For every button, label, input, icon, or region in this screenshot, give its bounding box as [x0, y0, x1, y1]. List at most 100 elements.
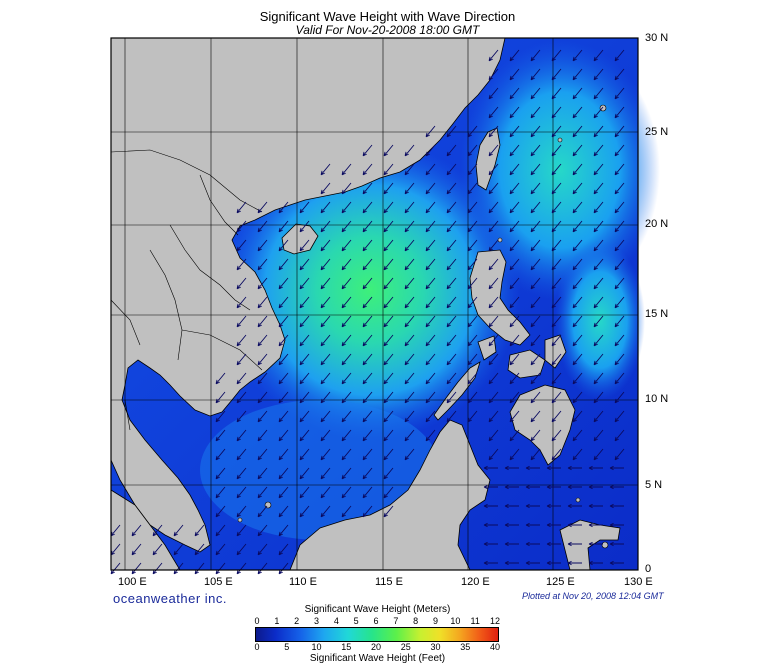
- wave-arrow: [404, 296, 415, 309]
- wave-arrow: [341, 163, 352, 176]
- wave-arrow: [525, 465, 540, 471]
- land-palawan: [433, 361, 481, 421]
- wave-arrow: [446, 239, 457, 252]
- wave-arrow: [362, 144, 373, 157]
- wave-arrow: [320, 182, 331, 195]
- wave-arrow: [593, 201, 604, 214]
- wave-arrow: [446, 220, 457, 233]
- wave-arrow: [530, 163, 541, 176]
- wave-arrow: [488, 353, 499, 366]
- wave-arrow: [530, 277, 541, 290]
- wave-arrow: [488, 391, 499, 404]
- wave-arrow: [467, 334, 478, 347]
- wave-arrow: [572, 429, 583, 442]
- wave-arrow: [320, 448, 331, 461]
- land-mindoro: [477, 335, 497, 361]
- wave-arrow: [404, 182, 415, 195]
- wave-arrow: [446, 315, 457, 328]
- wave-arrow: [257, 296, 268, 309]
- wave-arrow: [488, 296, 499, 309]
- wave-arrow: [278, 505, 289, 518]
- wave-arrow: [551, 391, 562, 404]
- wave-arrow: [257, 258, 268, 271]
- wave-arrow: [551, 49, 562, 62]
- wave-zone-central: [220, 140, 520, 440]
- wave-arrow: [567, 465, 582, 471]
- legend-color-bar: [255, 627, 499, 642]
- wave-arrow: [593, 68, 604, 81]
- wave-arrow: [362, 220, 373, 233]
- wave-arrow: [609, 503, 624, 509]
- wave-arrow: [278, 429, 289, 442]
- wave-arrow: [257, 410, 268, 423]
- lon-label-115: 115 E: [375, 576, 403, 588]
- lon-label-105: 105 E: [204, 576, 233, 588]
- wave-arrow: [593, 277, 604, 290]
- wave-arrow: [593, 144, 604, 157]
- wave-arrow: [362, 296, 373, 309]
- wave-arrow: [131, 543, 142, 556]
- wave-arrow: [572, 391, 583, 404]
- wave-arrow: [509, 49, 520, 62]
- wave-arrow: [530, 372, 541, 385]
- wave-arrow: [509, 106, 520, 119]
- wave-arrow: [530, 258, 541, 271]
- wave-arrow: [299, 353, 310, 366]
- wave-arrow: [614, 353, 625, 366]
- wave-arrow: [320, 220, 331, 233]
- wave-arrow: [530, 448, 541, 461]
- wave-arrow: [467, 144, 478, 157]
- wave-arrow: [341, 201, 352, 214]
- wave-arrow: [614, 87, 625, 100]
- lat-label-15: 15 N: [645, 308, 669, 320]
- wave-arrow: [404, 144, 415, 157]
- wave-arrow: [551, 315, 562, 328]
- wave-arrow: [236, 391, 247, 404]
- wave-arrow: [383, 277, 394, 290]
- wave-arrow: [509, 372, 520, 385]
- wave-arrow: [278, 201, 289, 214]
- wave-arrow: [509, 163, 520, 176]
- wave-arrow: [446, 334, 457, 347]
- wave-arrow: [504, 503, 519, 509]
- wave-arrow: [362, 334, 373, 347]
- wave-arrow: [299, 220, 310, 233]
- wave-arrow: [593, 429, 604, 442]
- wave-arrow: [278, 372, 289, 385]
- wave-arrow: [320, 296, 331, 309]
- land-mindanao: [509, 384, 576, 466]
- wave-arrow: [299, 391, 310, 404]
- wave-arrow: [425, 239, 436, 252]
- wave-arrow: [546, 484, 561, 490]
- wave-arrow: [320, 258, 331, 271]
- wave-arrow: [152, 524, 163, 537]
- wave-arrow: [299, 277, 310, 290]
- wave-arrow: [278, 277, 289, 290]
- wave-arrow: [509, 315, 520, 328]
- wave-arrow: [609, 522, 624, 528]
- wave-arrow: [341, 353, 352, 366]
- wave-arrow: [278, 543, 289, 556]
- wave-arrow: [236, 467, 247, 480]
- wave-arrow: [236, 315, 247, 328]
- wave-arrow: [614, 296, 625, 309]
- wave-arrow: [257, 391, 268, 404]
- wave-arrow: [509, 125, 520, 138]
- wave-arrow: [215, 391, 226, 404]
- wave-arrow: [572, 163, 583, 176]
- wave-zone-south: [200, 400, 440, 540]
- wave-arrow: [341, 486, 352, 499]
- wave-arrow: [425, 353, 436, 366]
- wave-arrow: [572, 372, 583, 385]
- wave-arrow: [341, 182, 352, 195]
- wave-arrow: [488, 68, 499, 81]
- wave-arrow: [483, 484, 498, 490]
- wave-arrow: [446, 201, 457, 214]
- wave-arrow: [362, 315, 373, 328]
- wave-arrow: [257, 220, 268, 233]
- wave-arrow: [383, 467, 394, 480]
- plotted-timestamp: Plotted at Nov 20, 2008 12:04 GMT: [522, 591, 664, 601]
- wave-arrow: [320, 315, 331, 328]
- wave-arrow: [446, 163, 457, 176]
- wave-arrow: [593, 220, 604, 233]
